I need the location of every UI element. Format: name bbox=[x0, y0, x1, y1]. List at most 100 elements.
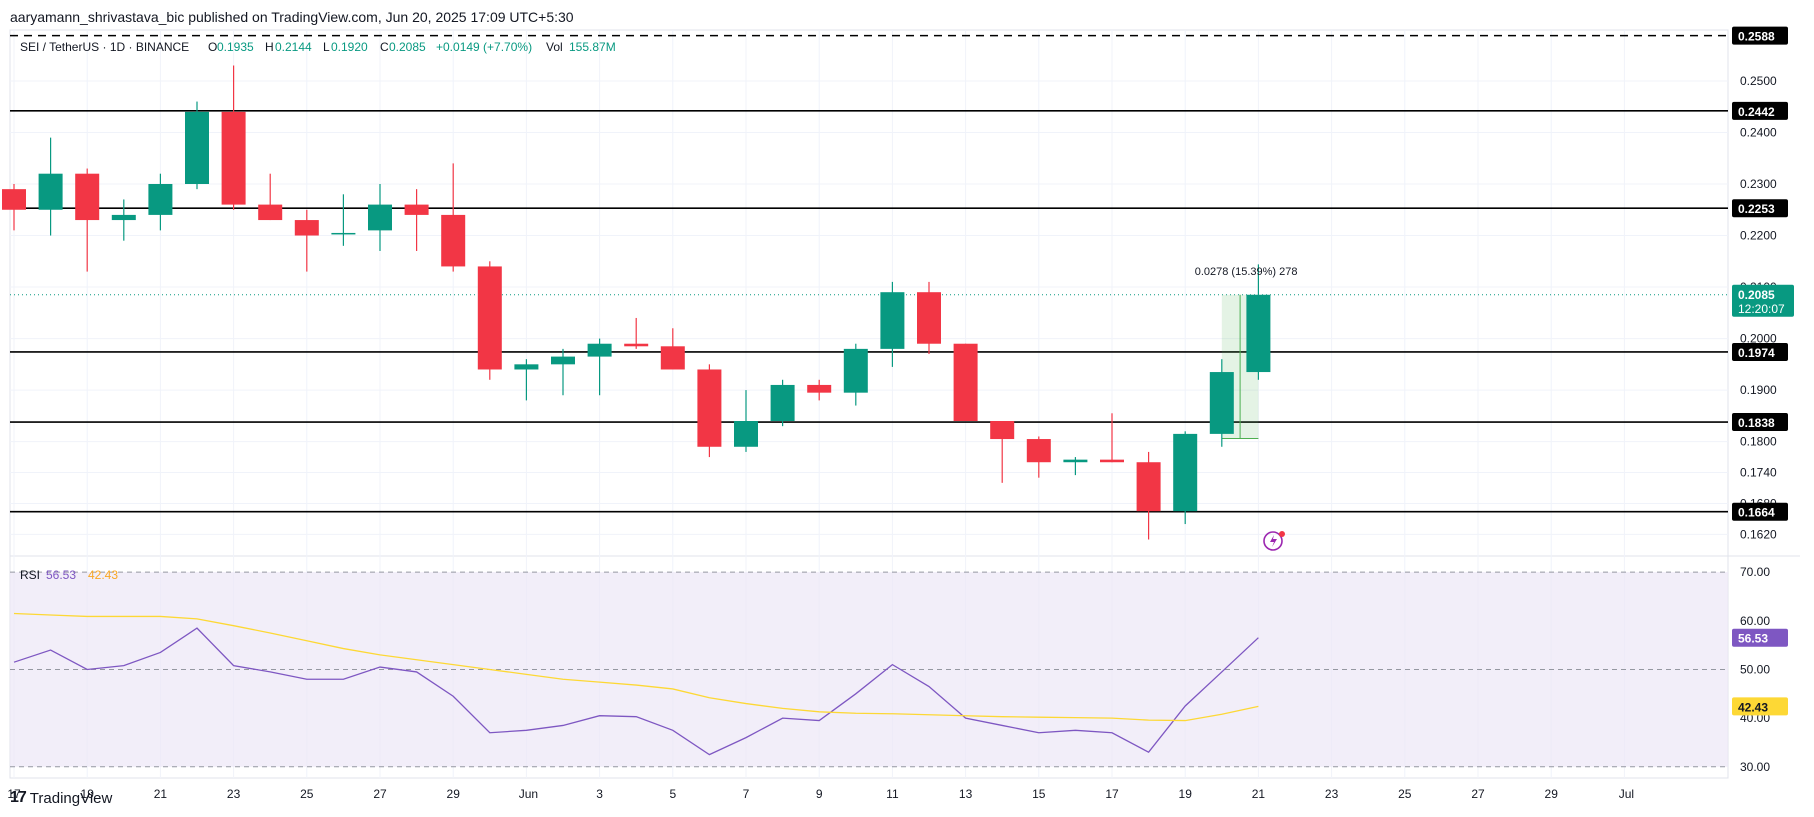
candle-body[interactable] bbox=[221, 111, 246, 205]
level-tag bbox=[1732, 413, 1788, 432]
price-tick-label: 0.1800 bbox=[1740, 435, 1777, 449]
candle-body[interactable] bbox=[258, 204, 283, 221]
candle-body[interactable] bbox=[331, 232, 356, 235]
x-tick-label: 29 bbox=[447, 787, 461, 801]
candle-body[interactable] bbox=[111, 214, 136, 221]
legend-change: +0.0149 (+7.70%) bbox=[436, 40, 532, 54]
axes: 17 19 21 23 25 27 29 Jun 3 5 7 9 11 13 15 17 19 21 23 25 27 2… bbox=[7, 26, 1794, 801]
rsi-ma-legend-value: 42.43 bbox=[88, 568, 118, 582]
rsi-legend-label: RSI bbox=[20, 568, 40, 582]
candle-body[interactable] bbox=[734, 421, 758, 447]
x-tick-label: 23 bbox=[1325, 787, 1339, 801]
candle-body[interactable] bbox=[551, 356, 575, 365]
countdown-text: 12:20:07 bbox=[1738, 302, 1785, 316]
rsi-value-tag-text: 42.43 bbox=[1738, 700, 1768, 714]
horizontal-levels bbox=[10, 34, 1728, 513]
level-tag bbox=[1732, 199, 1788, 218]
legend-vol-value: 155.87M bbox=[569, 40, 616, 54]
x-tick-label: Jun bbox=[519, 787, 538, 801]
candle-body[interactable] bbox=[514, 364, 539, 370]
x-tick-label: 11 bbox=[886, 787, 899, 801]
legend-o-label: O bbox=[208, 40, 217, 54]
candle-body[interactable] bbox=[624, 343, 649, 347]
candle-body[interactable] bbox=[770, 384, 795, 422]
candle-body[interactable] bbox=[38, 173, 63, 210]
candle-body[interactable] bbox=[1063, 459, 1088, 463]
x-tick-label: 27 bbox=[1471, 787, 1485, 801]
legend-c-label: C bbox=[380, 40, 389, 54]
level-tag bbox=[1732, 101, 1788, 120]
legend-c-value: 0.2085 bbox=[389, 40, 426, 54]
candle-body[interactable] bbox=[660, 346, 685, 370]
candle-body[interactable] bbox=[917, 292, 941, 344]
flash-alert-icon[interactable] bbox=[1263, 531, 1285, 551]
candle-body[interactable] bbox=[1100, 459, 1124, 463]
candle-body[interactable] bbox=[1136, 462, 1161, 512]
candle-body[interactable] bbox=[843, 348, 868, 393]
candle-body[interactable] bbox=[587, 343, 612, 357]
rsi-value-tag-text: 56.53 bbox=[1738, 632, 1768, 646]
candle-body[interactable] bbox=[697, 369, 722, 447]
tradingview-brand: TradingView bbox=[29, 789, 113, 807]
x-tick-label: 27 bbox=[373, 787, 387, 801]
x-tick-label: Jul bbox=[1619, 787, 1634, 801]
candle-body[interactable] bbox=[1246, 294, 1271, 373]
legend-vol-label: Vol bbox=[546, 40, 563, 54]
level-tag bbox=[1732, 342, 1788, 361]
x-tick-label: 23 bbox=[227, 787, 241, 801]
candle-body[interactable] bbox=[1026, 439, 1051, 463]
x-tick-label: 7 bbox=[743, 787, 750, 801]
level-tag-text: 0.2588 bbox=[1738, 30, 1775, 44]
price-tick-label: 0.1620 bbox=[1740, 527, 1777, 541]
level-tag-text: 0.1974 bbox=[1738, 346, 1775, 360]
candle-body[interactable] bbox=[294, 220, 319, 236]
rsi-tick-label: 70.00 bbox=[1740, 565, 1770, 579]
candle-body[interactable] bbox=[148, 183, 173, 215]
candle-body[interactable] bbox=[1209, 372, 1234, 434]
rsi-tick-label: 50.00 bbox=[1740, 662, 1770, 676]
rsi-pane bbox=[10, 571, 1728, 768]
rsi-tick-label: 30.00 bbox=[1740, 760, 1770, 774]
rsi-legend-value: 56.53 bbox=[46, 568, 76, 582]
candle-body[interactable] bbox=[368, 204, 392, 231]
candle-body[interactable] bbox=[990, 421, 1015, 440]
candle-body[interactable] bbox=[953, 343, 978, 422]
current-price-tag-text: 0.2085 bbox=[1738, 288, 1775, 302]
rsi-value-tag bbox=[1732, 628, 1788, 647]
rsi-ma-line bbox=[13, 612, 1259, 722]
price-tick-label: 0.2500 bbox=[1740, 74, 1777, 88]
price-tick-label: 0.2200 bbox=[1740, 229, 1777, 243]
legend: SEI / TetherUS · 1D · BINANCE O 0.1935 H… bbox=[20, 40, 616, 582]
tradingview-logo[interactable]: 17 TradingView bbox=[10, 789, 112, 807]
candle-body[interactable] bbox=[185, 111, 209, 184]
x-tick-label: 25 bbox=[300, 787, 314, 801]
x-tick-label: 19 bbox=[1179, 787, 1193, 801]
level-tag-text: 0.1664 bbox=[1738, 506, 1775, 520]
candle-body[interactable] bbox=[2, 189, 26, 210]
candle-body[interactable] bbox=[880, 292, 905, 349]
legend-l-label: L bbox=[323, 40, 330, 54]
legend-symbol: SEI / TetherUS · 1D · BINANCE bbox=[20, 40, 189, 54]
legend-l-value: 0.1920 bbox=[331, 40, 368, 54]
legend-h-value: 0.2144 bbox=[275, 40, 312, 54]
candle-body[interactable] bbox=[441, 214, 466, 267]
measure-label: 0.0278 (15.39%) 278 bbox=[1195, 266, 1298, 278]
x-tick-label: 25 bbox=[1398, 787, 1412, 801]
candle-body[interactable] bbox=[1173, 433, 1198, 512]
price-tick-label: 0.1900 bbox=[1740, 383, 1777, 397]
x-tick-label: 17 bbox=[1105, 787, 1119, 801]
candle-body[interactable] bbox=[75, 173, 100, 221]
level-tag-text: 0.2442 bbox=[1738, 105, 1775, 119]
legend-h-label: H bbox=[265, 40, 274, 54]
level-tag-text: 0.1838 bbox=[1738, 416, 1775, 430]
candle-body[interactable] bbox=[404, 204, 429, 215]
candles bbox=[2, 65, 1271, 540]
x-tick-label: 13 bbox=[959, 787, 973, 801]
publisher-line: aaryamann_shrivastava_bic published on T… bbox=[10, 9, 574, 25]
x-tick-label: 5 bbox=[669, 787, 676, 801]
x-tick-label: 9 bbox=[816, 787, 823, 801]
legend-o-value: 0.1935 bbox=[217, 40, 254, 54]
candle-body[interactable] bbox=[807, 384, 832, 393]
candle-body[interactable] bbox=[477, 266, 502, 370]
